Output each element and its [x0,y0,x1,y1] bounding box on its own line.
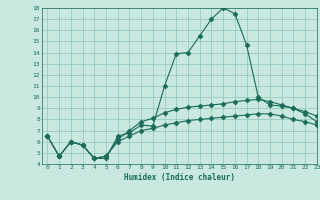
X-axis label: Humidex (Indice chaleur): Humidex (Indice chaleur) [124,173,235,182]
